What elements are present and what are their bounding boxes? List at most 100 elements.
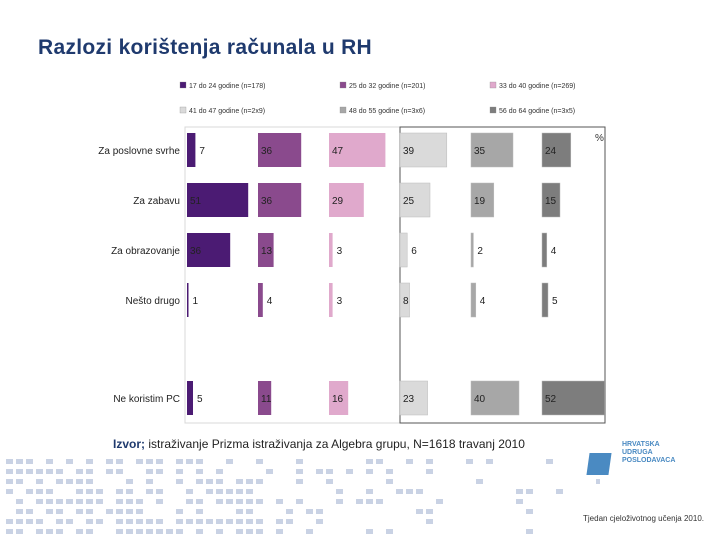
data-label: 4 [267, 296, 273, 307]
decorative-dot [26, 509, 33, 514]
decorative-dot [546, 459, 553, 464]
decorative-dot [156, 469, 163, 474]
bar [399, 282, 410, 318]
decorative-dot [116, 459, 123, 464]
decorative-dot [526, 489, 533, 494]
decorative-dot [116, 519, 123, 524]
source-text: istraživanje Prizma istraživanja za Alge… [145, 437, 525, 451]
decorative-dot [236, 489, 243, 494]
decorative-dot [316, 469, 323, 474]
decorative-dot [86, 489, 93, 494]
decorative-dot [26, 459, 33, 464]
decorative-dot [246, 519, 253, 524]
source-key: Izvor; [113, 437, 146, 451]
bar [541, 132, 572, 168]
decorative-dot [116, 529, 123, 534]
decorative-dot [136, 459, 143, 464]
decorative-dot [16, 519, 23, 524]
decorative-dot [316, 509, 323, 514]
legend-label: 33 do 40 godine (n=269) [499, 83, 575, 90]
bar [470, 380, 520, 416]
legend-swatch [339, 81, 347, 89]
legend-label: 25 do 32 godine (n=201) [349, 83, 425, 90]
data-label: 40 [474, 394, 486, 405]
decorative-dot [366, 489, 373, 494]
decorative-dot [226, 489, 233, 494]
decorative-dot [116, 509, 123, 514]
decorative-dot [46, 529, 53, 534]
panel-frame [399, 126, 606, 424]
logo-line: POSLODAVACA [622, 457, 676, 464]
legend-swatch [179, 106, 187, 114]
decorative-dot [36, 529, 43, 534]
decorative-dot [326, 469, 333, 474]
decorative-dot [156, 459, 163, 464]
data-label: 25 [403, 196, 415, 207]
bar [329, 283, 333, 317]
decorative-dot [76, 489, 83, 494]
decorative-dot [176, 459, 183, 464]
decorative-dot [206, 489, 213, 494]
legend-swatch [489, 81, 497, 89]
decorative-dot [136, 529, 143, 534]
decorative-dot [106, 459, 113, 464]
decorative-dot [156, 489, 163, 494]
decorative-dot [306, 529, 313, 534]
data-label: 15 [545, 196, 557, 207]
decorative-dot [196, 479, 203, 484]
decorative-dot [396, 489, 403, 494]
bar [541, 232, 548, 268]
bar [470, 282, 477, 318]
category-label: Za obrazovanje [111, 246, 180, 257]
data-label: 11 [261, 394, 272, 405]
decorative-dot [216, 479, 223, 484]
logo-line: UDRUGA [622, 449, 653, 456]
bar [187, 381, 193, 415]
decorative-dot [366, 459, 373, 464]
decorative-dot [46, 499, 53, 504]
decorative-dot [256, 479, 263, 484]
decorative-dot [106, 469, 113, 474]
decorative-dot [476, 479, 483, 484]
decorative-dot [46, 459, 53, 464]
decorative-dot [106, 509, 113, 514]
decorative-dot [66, 499, 73, 504]
decorative-dot [6, 519, 13, 524]
decorative-dot [126, 529, 133, 534]
decorative-dot [6, 479, 13, 484]
decorative-dot [36, 499, 43, 504]
decorative-dot [196, 499, 203, 504]
data-label: 5 [197, 394, 203, 405]
decorative-dot [256, 529, 263, 534]
decorative-dot [216, 499, 223, 504]
bar [399, 232, 408, 268]
decorative-dot [426, 509, 433, 514]
decorative-dot [126, 499, 133, 504]
decorative-dot [166, 529, 173, 534]
footer-text: Tjedan cjeloživotnog učenja 2010. [583, 514, 704, 523]
decorative-dot [246, 509, 253, 514]
panel-frame [184, 126, 401, 424]
decorative-dot [206, 479, 213, 484]
decorative-dot [6, 469, 13, 474]
decorative-dot [556, 489, 563, 494]
bar [541, 282, 549, 318]
decorative-dot [236, 509, 243, 514]
decorative-dot [326, 479, 333, 484]
decorative-dot [336, 499, 343, 504]
bar [258, 183, 302, 217]
legend-label: 41 do 47 godine (n=2x9) [189, 108, 265, 115]
decorative-dot [406, 489, 413, 494]
decorative-dot [376, 459, 383, 464]
decorative-dot [146, 459, 153, 464]
decorative-dot [36, 519, 43, 524]
decorative-dot [16, 479, 23, 484]
decorative-dot [306, 509, 313, 514]
decorative-dot [256, 459, 263, 464]
decorative-dot [26, 469, 33, 474]
decorative-dot [366, 529, 373, 534]
decorative-dot [36, 489, 43, 494]
decorative-dot [156, 519, 163, 524]
decorative-dot [176, 509, 183, 514]
bar [329, 381, 349, 415]
